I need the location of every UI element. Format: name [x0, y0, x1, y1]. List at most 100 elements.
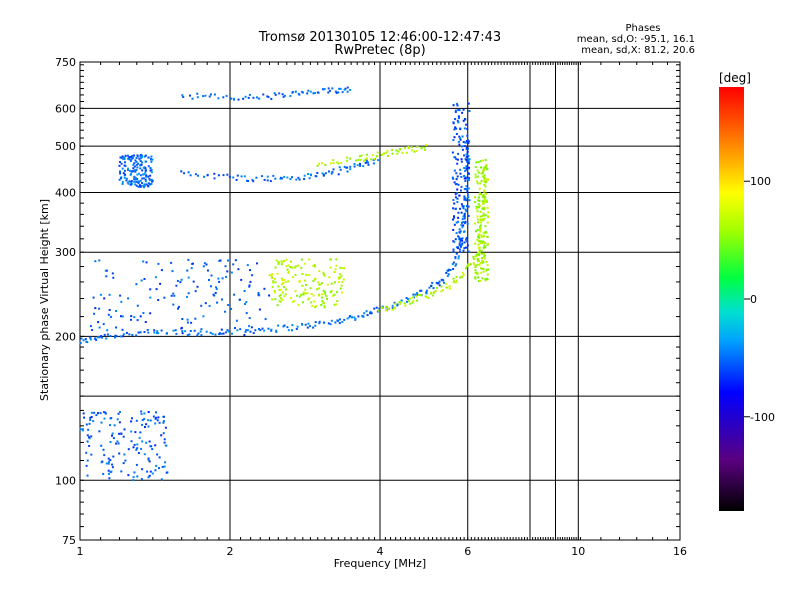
data-point	[425, 291, 428, 294]
data-point	[227, 304, 230, 306]
data-point	[282, 282, 285, 285]
colorbar-tick-label: -100	[750, 411, 775, 424]
x-tick-label: 10	[571, 545, 585, 558]
data-point	[172, 329, 175, 332]
data-point	[273, 278, 276, 280]
data-point	[89, 336, 92, 339]
data-point	[143, 453, 146, 456]
data-point	[145, 183, 148, 186]
data-point	[151, 448, 154, 451]
data-point	[143, 418, 146, 420]
data-point	[287, 280, 290, 283]
data-point	[447, 273, 450, 276]
data-point	[107, 460, 110, 463]
data-point	[481, 219, 484, 222]
data-point	[102, 323, 105, 326]
data-point	[484, 159, 487, 161]
data-point	[134, 180, 137, 183]
data-point	[404, 304, 407, 307]
data-point	[485, 179, 488, 182]
data-point	[484, 246, 487, 249]
data-point	[236, 329, 239, 332]
data-point	[160, 329, 163, 332]
data-point	[306, 292, 309, 295]
data-point	[135, 160, 138, 163]
data-point	[454, 183, 457, 186]
data-point	[158, 456, 161, 459]
data-point	[281, 261, 284, 264]
data-point	[458, 228, 461, 231]
data-point	[170, 294, 173, 297]
data-point	[480, 180, 483, 182]
data-point	[255, 96, 258, 99]
data-point	[113, 424, 116, 427]
data-point	[369, 312, 371, 315]
data-point	[465, 237, 468, 240]
data-point	[88, 437, 91, 440]
data-point	[130, 430, 133, 433]
data-point	[464, 238, 467, 241]
data-point	[455, 192, 458, 195]
data-point	[457, 109, 460, 112]
data-point	[140, 410, 143, 413]
data-point	[132, 167, 135, 170]
data-point	[482, 270, 485, 273]
data-point	[214, 333, 217, 336]
data-point	[482, 246, 485, 249]
data-point	[179, 281, 182, 284]
data-point	[217, 277, 220, 280]
data-point	[155, 332, 158, 335]
data-point	[286, 326, 289, 329]
data-point	[467, 172, 470, 175]
data-point	[346, 159, 348, 162]
data-point	[123, 453, 126, 456]
data-point	[285, 265, 288, 268]
data-point	[277, 263, 280, 265]
data-point	[115, 310, 118, 312]
data-point	[336, 300, 339, 303]
data-point	[468, 176, 471, 179]
data-point	[456, 188, 459, 191]
data-point	[484, 278, 487, 281]
data-point	[186, 318, 189, 321]
data-point	[283, 94, 286, 97]
data-point	[313, 300, 316, 303]
data-point	[367, 163, 370, 166]
data-point	[89, 416, 92, 419]
data-point	[127, 154, 129, 157]
stats-line-x: mean, sd,X: 81.2, 20.6	[581, 45, 695, 56]
data-point	[151, 472, 154, 475]
data-point	[337, 91, 340, 94]
data-point	[424, 295, 427, 298]
data-point	[141, 419, 144, 422]
data-point	[196, 96, 199, 99]
data-point	[456, 119, 459, 122]
colorbar-tick-label: 100	[750, 175, 771, 188]
data-point	[463, 145, 466, 147]
data-point	[460, 224, 463, 227]
data-point	[189, 174, 192, 177]
data-point	[463, 241, 466, 244]
data-point	[302, 301, 305, 304]
data-point	[415, 295, 418, 298]
data-point	[136, 166, 139, 169]
data-point	[147, 175, 150, 178]
data-point	[203, 175, 206, 178]
data-point	[459, 239, 462, 242]
data-point	[150, 171, 153, 174]
data-point	[331, 87, 334, 90]
data-point	[175, 332, 178, 335]
data-point	[97, 321, 100, 324]
data-point	[140, 156, 143, 159]
data-point	[222, 332, 225, 335]
data-point	[339, 168, 342, 171]
data-point	[481, 194, 484, 197]
data-point	[147, 165, 150, 168]
data-point	[467, 196, 470, 199]
data-point	[353, 165, 356, 168]
data-point	[127, 448, 130, 451]
data-point	[303, 262, 306, 265]
data-point	[324, 164, 327, 166]
grid	[80, 62, 680, 540]
data-point	[190, 267, 193, 270]
